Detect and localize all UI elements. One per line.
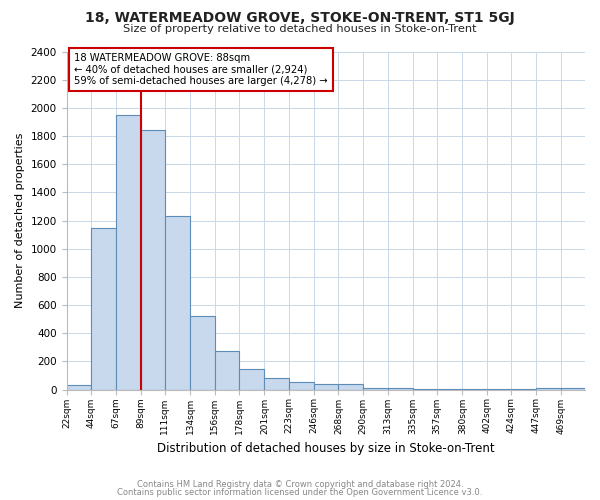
Bar — [388, 388, 413, 390]
Bar — [289, 382, 314, 390]
Bar — [338, 384, 363, 390]
Bar — [265, 378, 289, 390]
Y-axis label: Number of detached properties: Number of detached properties — [15, 133, 25, 308]
Bar — [536, 388, 560, 390]
Text: Contains public sector information licensed under the Open Government Licence v3: Contains public sector information licen… — [118, 488, 482, 497]
Bar — [91, 228, 116, 390]
Bar — [140, 130, 165, 390]
Text: 18 WATERMEADOW GROVE: 88sqm
← 40% of detached houses are smaller (2,924)
59% of : 18 WATERMEADOW GROVE: 88sqm ← 40% of det… — [74, 53, 328, 86]
Bar — [413, 389, 437, 390]
Bar — [363, 388, 388, 390]
Bar — [67, 386, 91, 390]
Bar — [437, 389, 462, 390]
X-axis label: Distribution of detached houses by size in Stoke-on-Trent: Distribution of detached houses by size … — [157, 442, 494, 455]
Bar — [190, 316, 215, 390]
Bar — [116, 115, 140, 390]
Bar — [165, 216, 190, 390]
Bar — [215, 351, 239, 390]
Text: 18, WATERMEADOW GROVE, STOKE-ON-TRENT, ST1 5GJ: 18, WATERMEADOW GROVE, STOKE-ON-TRENT, S… — [85, 11, 515, 25]
Bar — [239, 368, 265, 390]
Bar — [314, 384, 338, 390]
Text: Size of property relative to detached houses in Stoke-on-Trent: Size of property relative to detached ho… — [123, 24, 477, 34]
Text: Contains HM Land Registry data © Crown copyright and database right 2024.: Contains HM Land Registry data © Crown c… — [137, 480, 463, 489]
Bar — [560, 388, 585, 390]
